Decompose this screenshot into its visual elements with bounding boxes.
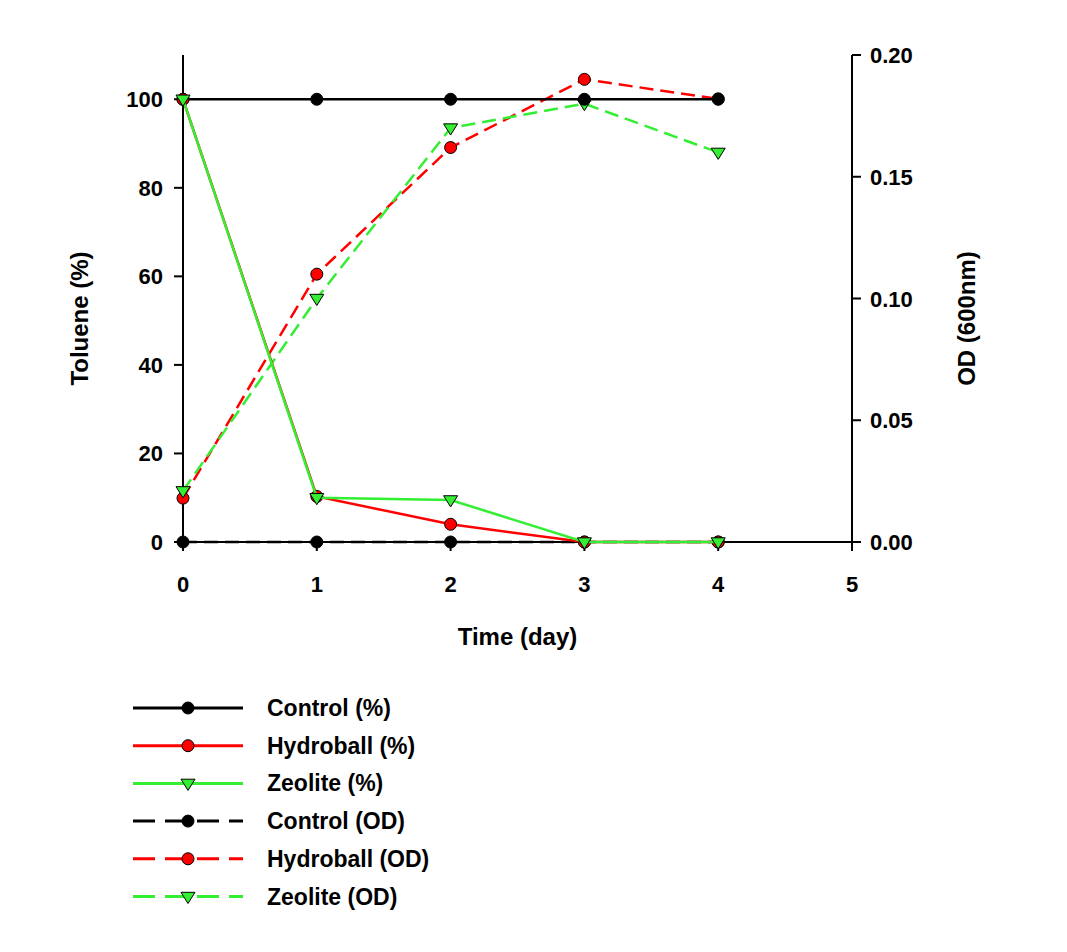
point xyxy=(311,268,323,280)
point xyxy=(578,73,590,85)
point xyxy=(578,536,590,548)
y2-tick-label: 0.20 xyxy=(870,43,913,68)
point xyxy=(176,95,190,106)
point xyxy=(310,294,324,305)
legend-marker xyxy=(182,853,194,865)
point xyxy=(711,148,725,159)
y-tick xyxy=(174,187,183,189)
y-tick xyxy=(174,452,183,454)
chart: 0 1 2 3 4 5 0 20 40 60 80 100 0.00 0.05 0.10 0.15 0.20 Ti… xyxy=(0,0,1067,952)
x-tick-label: 3 xyxy=(578,572,590,597)
y2-tick xyxy=(852,419,861,421)
legend-label: Control (OD) xyxy=(267,808,405,834)
y2-tick xyxy=(852,176,861,178)
x-tick-label: 5 xyxy=(846,572,858,597)
legend-marker xyxy=(181,892,195,903)
point xyxy=(445,536,457,548)
point xyxy=(311,536,323,548)
point xyxy=(712,536,724,548)
point xyxy=(311,93,323,105)
series-line xyxy=(183,99,718,542)
y-tick-label: 60 xyxy=(139,264,163,289)
legend-marker xyxy=(181,779,195,790)
y2-tick-label: 0.05 xyxy=(870,408,913,433)
point xyxy=(712,93,724,105)
legend-label: Zeolite (%) xyxy=(267,770,383,796)
point xyxy=(445,142,457,154)
y-axis xyxy=(182,55,184,542)
axes xyxy=(183,55,852,542)
point xyxy=(177,536,189,548)
point xyxy=(444,124,458,135)
y-axis-label: Toluene (%) xyxy=(66,251,93,385)
point xyxy=(578,536,590,548)
series-line xyxy=(183,104,718,491)
y-tick-label: 20 xyxy=(139,441,163,466)
y2-axis-label: OD (600nm) xyxy=(953,251,980,386)
legend-marker xyxy=(182,740,194,752)
x-axis-label: Time (day) xyxy=(458,623,578,650)
point xyxy=(711,538,725,549)
y2-tick-label: 0.10 xyxy=(870,287,913,312)
legend-label: Zeolite (OD) xyxy=(267,884,397,910)
legend-marker xyxy=(182,815,194,827)
x-tick-label: 4 xyxy=(712,572,725,597)
point xyxy=(712,93,724,105)
x-tick-label: 2 xyxy=(444,572,456,597)
y2-tick-label: 0.15 xyxy=(870,165,913,190)
legend-marker xyxy=(182,702,194,714)
point xyxy=(578,93,590,105)
series-line xyxy=(183,99,718,542)
x-tick-label: 0 xyxy=(177,572,189,597)
y-tick xyxy=(174,275,183,277)
y-tick xyxy=(174,364,183,366)
x-tick xyxy=(851,542,853,551)
series-line xyxy=(183,79,718,498)
y2-tick xyxy=(852,298,861,300)
x-tick-label: 1 xyxy=(311,572,323,597)
point xyxy=(310,494,324,505)
y2-tick xyxy=(852,541,861,543)
y-tick-label: 0 xyxy=(151,530,163,555)
point xyxy=(445,518,457,530)
x-axis xyxy=(183,541,852,543)
point xyxy=(577,538,591,549)
legend: Control (%) Hydroball (%) Zeolite (%) Contr… xyxy=(133,695,429,910)
point xyxy=(176,487,190,498)
legend-label: Control (%) xyxy=(267,695,391,721)
y2-tick xyxy=(852,54,861,56)
point xyxy=(712,536,724,548)
legend-label: Hydroball (%) xyxy=(267,733,415,759)
point xyxy=(177,93,189,105)
point xyxy=(445,93,457,105)
plot-area xyxy=(176,73,725,549)
y-tick-label: 100 xyxy=(126,87,163,112)
y2-tick-label: 0.00 xyxy=(870,530,913,555)
point xyxy=(444,496,458,507)
legend-label: Hydroball (OD) xyxy=(267,846,429,872)
point xyxy=(177,93,189,105)
y-tick-label: 80 xyxy=(139,176,163,201)
y-tick-label: 40 xyxy=(139,353,163,378)
